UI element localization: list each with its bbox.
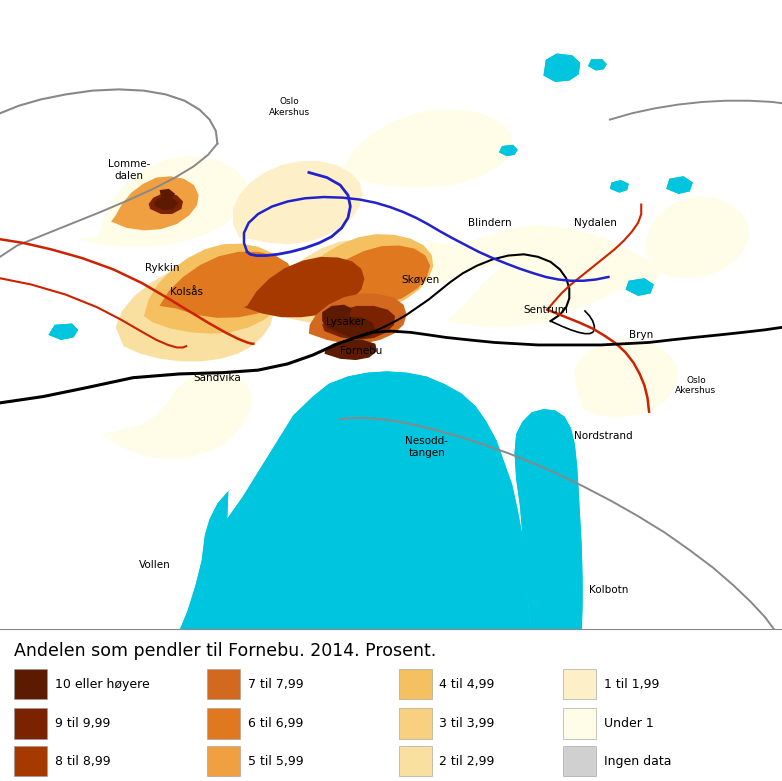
Text: 9 til 9,99: 9 til 9,99	[55, 717, 110, 730]
Text: Fornebu: Fornebu	[340, 346, 382, 356]
Polygon shape	[574, 339, 677, 417]
Text: Nesodd-
tangen: Nesodd- tangen	[406, 436, 448, 458]
Text: 4 til 4,99: 4 til 4,99	[439, 678, 495, 690]
Bar	[14, 746, 47, 776]
Polygon shape	[244, 257, 364, 317]
Text: Lysaker: Lysaker	[326, 317, 365, 327]
Text: Kolsås: Kolsås	[170, 287, 203, 297]
Text: 7 til 7,99: 7 til 7,99	[248, 678, 303, 690]
Bar	[207, 708, 240, 739]
Bar	[399, 708, 432, 739]
Text: Lomme-
dalen: Lomme- dalen	[108, 159, 150, 180]
Bar	[399, 746, 432, 776]
Text: Bryn: Bryn	[629, 330, 654, 340]
Text: 3 til 3,99: 3 til 3,99	[439, 717, 495, 730]
Polygon shape	[344, 109, 513, 187]
Text: 5 til 5,99: 5 til 5,99	[248, 754, 303, 768]
Text: 2 til 2,99: 2 til 2,99	[439, 754, 495, 768]
Bar	[399, 669, 432, 699]
Bar	[207, 669, 240, 699]
Polygon shape	[160, 189, 175, 199]
Text: 1 til 1,99: 1 til 1,99	[604, 678, 659, 690]
Bar	[563, 708, 596, 739]
Polygon shape	[160, 251, 294, 318]
Polygon shape	[446, 239, 632, 327]
Polygon shape	[102, 370, 252, 458]
Bar	[14, 708, 47, 739]
Text: Blindern: Blindern	[468, 219, 511, 229]
Polygon shape	[292, 234, 433, 313]
Polygon shape	[335, 316, 375, 339]
Text: Sandvika: Sandvika	[193, 373, 242, 383]
Polygon shape	[297, 245, 430, 307]
Text: Ingen data: Ingen data	[604, 754, 671, 768]
Polygon shape	[322, 306, 395, 340]
Text: 8 til 8,99: 8 til 8,99	[55, 754, 110, 768]
Polygon shape	[646, 196, 749, 278]
Text: 10 eller høyere: 10 eller høyere	[55, 678, 149, 690]
Polygon shape	[111, 177, 199, 230]
Text: Andelen som pendler til Fornebu. 2014. Prosent.: Andelen som pendler til Fornebu. 2014. P…	[14, 642, 436, 660]
Text: Skøyen: Skøyen	[402, 275, 439, 285]
Bar	[563, 669, 596, 699]
Polygon shape	[233, 161, 363, 244]
Polygon shape	[144, 244, 291, 333]
Text: Kolbotn: Kolbotn	[589, 586, 628, 595]
Text: Oslo
Akershus: Oslo Akershus	[269, 98, 310, 116]
Polygon shape	[274, 239, 418, 323]
Text: 6 til 6,99: 6 til 6,99	[248, 717, 303, 730]
Text: Vollen: Vollen	[139, 560, 170, 570]
Polygon shape	[78, 156, 249, 247]
Bar	[563, 746, 596, 776]
Polygon shape	[154, 197, 178, 210]
Text: Rykkin: Rykkin	[145, 262, 180, 273]
Text: Nydalen: Nydalen	[575, 219, 617, 229]
Text: Oslo
Akershus: Oslo Akershus	[676, 376, 716, 395]
Text: Nordstrand: Nordstrand	[575, 430, 633, 440]
Polygon shape	[426, 226, 660, 291]
Polygon shape	[309, 294, 407, 344]
Polygon shape	[322, 305, 352, 333]
Bar	[14, 669, 47, 699]
Polygon shape	[116, 265, 274, 362]
Text: Under 1: Under 1	[604, 717, 654, 730]
Polygon shape	[149, 193, 183, 214]
Text: Sentrum: Sentrum	[523, 305, 569, 315]
Polygon shape	[325, 340, 377, 360]
Bar	[207, 746, 240, 776]
